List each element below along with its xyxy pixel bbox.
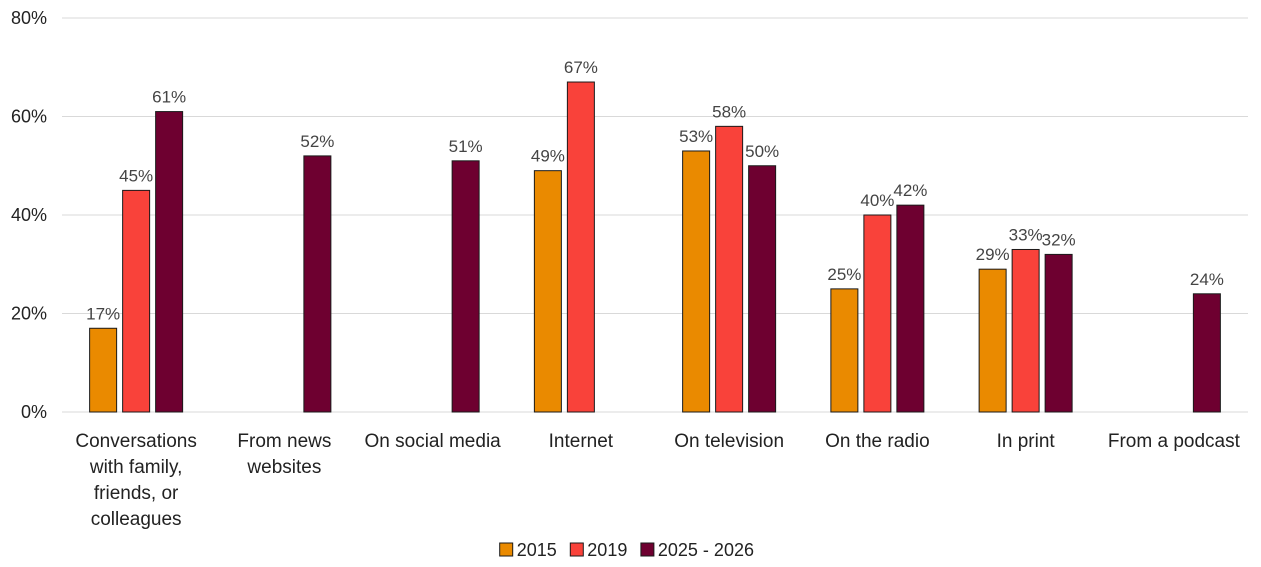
legend-label: 2019 bbox=[587, 540, 627, 560]
bar bbox=[1044, 253, 1073, 413]
x-category-label: From a podcast bbox=[1108, 431, 1241, 452]
legend: 2015 2019 2025 - 2026 bbox=[499, 540, 754, 560]
x-category-label: On the radio bbox=[825, 431, 930, 452]
data-label: 32% bbox=[1042, 230, 1076, 249]
y-tick-label: 60% bbox=[11, 107, 47, 127]
legend-swatch bbox=[569, 542, 584, 557]
data-label: 61% bbox=[152, 88, 186, 107]
bar bbox=[896, 204, 925, 413]
bar bbox=[566, 81, 595, 413]
data-label: 51% bbox=[449, 137, 483, 156]
bar bbox=[451, 160, 480, 413]
legend-label: 2025 - 2026 bbox=[658, 540, 754, 560]
legend-swatch bbox=[640, 542, 655, 557]
x-category-label: In print bbox=[997, 431, 1056, 452]
y-tick-label: 20% bbox=[11, 304, 47, 324]
data-label: 49% bbox=[531, 147, 565, 166]
x-category-label: Conversations with family, friends, or coll… bbox=[75, 431, 196, 530]
data-label: 17% bbox=[86, 304, 120, 323]
bar bbox=[682, 150, 711, 413]
data-label: 50% bbox=[745, 142, 779, 161]
bar bbox=[155, 111, 184, 413]
x-axis-categories: Conversations with family, friends, or coll… bbox=[75, 431, 1240, 530]
bar bbox=[978, 268, 1007, 413]
bar bbox=[1011, 248, 1040, 413]
y-tick-label: 40% bbox=[11, 205, 47, 225]
x-category-label: On social media bbox=[365, 431, 502, 452]
data-label: 67% bbox=[564, 58, 598, 77]
legend-swatch bbox=[499, 542, 514, 557]
data-label: 42% bbox=[893, 181, 927, 200]
bar bbox=[748, 165, 777, 413]
y-tick-label: 0% bbox=[21, 402, 47, 422]
bar bbox=[863, 214, 892, 413]
y-tick-label: 80% bbox=[11, 8, 47, 28]
bar bbox=[830, 288, 859, 413]
bar bbox=[533, 170, 562, 413]
legend-label: 2015 bbox=[517, 540, 557, 560]
bar bbox=[89, 327, 118, 413]
data-label: 33% bbox=[1009, 225, 1043, 244]
x-category-label: From news websites bbox=[237, 431, 331, 478]
data-label: 52% bbox=[300, 132, 334, 151]
data-label: 53% bbox=[679, 127, 713, 146]
x-category-label: On television bbox=[674, 431, 784, 452]
data-label: 24% bbox=[1190, 270, 1224, 289]
x-category-label: Internet bbox=[549, 431, 614, 452]
data-label: 29% bbox=[976, 245, 1010, 264]
data-label: 58% bbox=[712, 102, 746, 121]
data-label: 40% bbox=[860, 191, 894, 210]
data-label: 25% bbox=[827, 265, 861, 284]
bar bbox=[303, 155, 332, 413]
data-labels: 17% 49% 53% 25% 29% 45% 67% 58% 40% 33% 61% 52% 51% 5… bbox=[86, 58, 1224, 323]
bar bbox=[122, 189, 151, 413]
bar bbox=[715, 125, 744, 413]
bars bbox=[89, 81, 1221, 413]
bar bbox=[1192, 293, 1221, 413]
data-label: 45% bbox=[119, 166, 153, 185]
y-axis-ticks: 0% 20% 40% 60% 80% bbox=[11, 8, 47, 422]
